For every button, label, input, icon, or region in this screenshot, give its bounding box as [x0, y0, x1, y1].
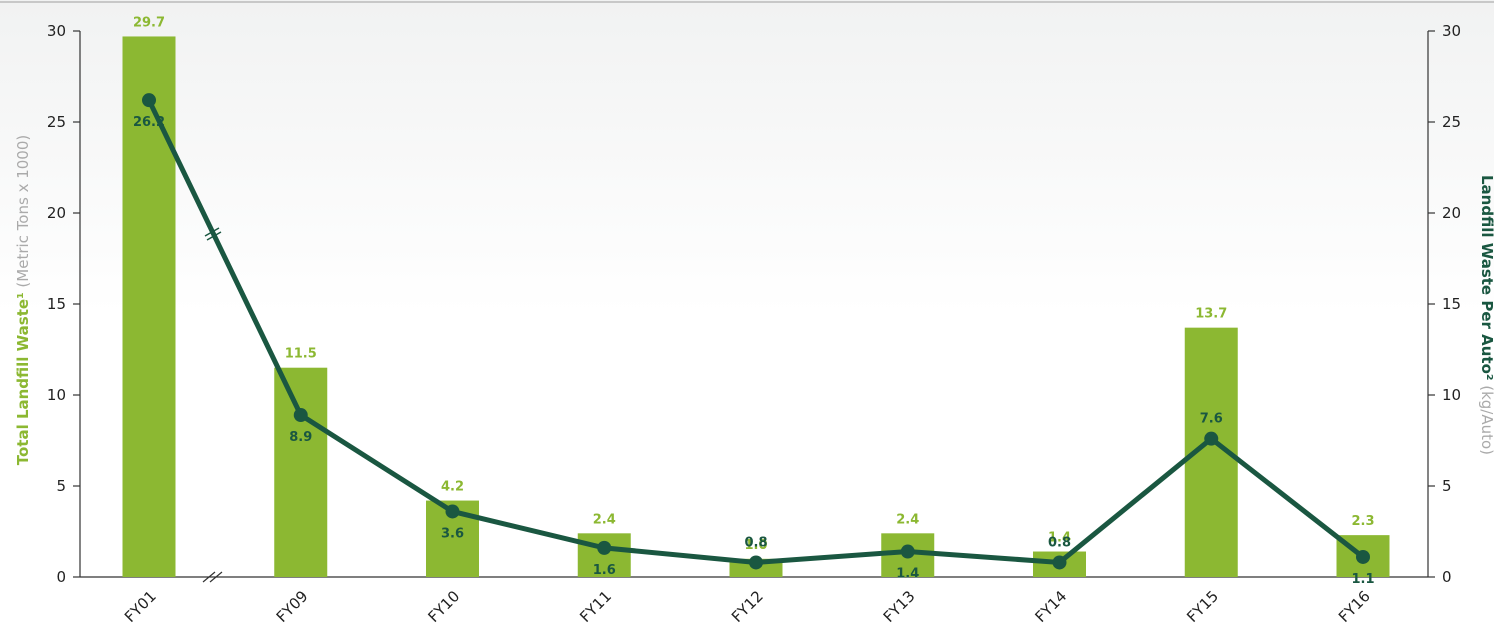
y2-tick-label: 5 — [1442, 477, 1452, 495]
line-label: 1.6 — [593, 563, 616, 578]
line-label: 7.6 — [1200, 412, 1223, 427]
y2-tick-label: 30 — [1442, 22, 1461, 40]
y2-label-unit: (kg/Auto) — [1478, 385, 1494, 455]
line-label: 0.8 — [744, 535, 767, 550]
line-point — [900, 544, 915, 559]
y-label: Total Landfill Waste¹ — [14, 292, 32, 465]
line-point — [749, 555, 763, 570]
bar-label: 1.0 — [744, 538, 767, 553]
line-point — [597, 540, 612, 555]
line-label: 1.4 — [896, 567, 919, 582]
line-point — [293, 408, 308, 423]
bar-label: 1.4 — [1048, 531, 1071, 546]
y2-label: Landfill Waste Per Auto² — [1478, 175, 1494, 380]
line-point — [445, 504, 460, 519]
line-label: 8.9 — [289, 430, 312, 445]
line-point — [1204, 431, 1219, 446]
y2-tick-label: 25 — [1442, 113, 1461, 131]
y2-tick-label: 20 — [1442, 204, 1461, 222]
y-tick-label: 30 — [47, 22, 66, 40]
bar — [122, 36, 176, 577]
y-axis-label: Total Landfill Waste¹ (Metric Tons x 100… — [14, 135, 32, 466]
y-tick-label: 10 — [47, 386, 66, 404]
line-label: 26.2 — [133, 115, 165, 130]
y-tick-label: 15 — [47, 295, 66, 313]
bar-label: 4.2 — [441, 480, 464, 495]
y-tick-label: 25 — [47, 113, 66, 131]
bar-label: 2.4 — [896, 512, 919, 527]
y-label-unit: (Metric Tons x 1000) — [14, 135, 32, 288]
y2-tick-label: 0 — [1442, 568, 1452, 586]
bar — [274, 367, 328, 577]
bar — [577, 533, 631, 577]
y-tick-label: 5 — [56, 477, 66, 495]
line-point — [142, 93, 156, 108]
y-tick-label: 20 — [47, 204, 66, 222]
y2-tick-label: 15 — [1442, 295, 1461, 313]
line-label: 3.6 — [441, 526, 464, 541]
line-label: 0.8 — [1048, 535, 1071, 550]
bar-label: 13.7 — [1195, 307, 1227, 322]
line-break — [204, 227, 222, 241]
line-point — [1052, 555, 1067, 570]
line-point — [1356, 549, 1370, 564]
y2-tick-label: 10 — [1442, 386, 1461, 404]
axis-break — [202, 571, 223, 583]
bar-label: 2.4 — [593, 512, 616, 527]
bar-label: 11.5 — [285, 347, 317, 362]
line-label: 1.1 — [1351, 572, 1374, 587]
bar-label: 2.3 — [1351, 514, 1374, 529]
bar-label: 29.7 — [133, 15, 165, 30]
y-tick-label: 0 — [56, 568, 66, 586]
y2-axis-label: Landfill Waste Per Auto² (kg/Auto) — [1478, 175, 1494, 455]
